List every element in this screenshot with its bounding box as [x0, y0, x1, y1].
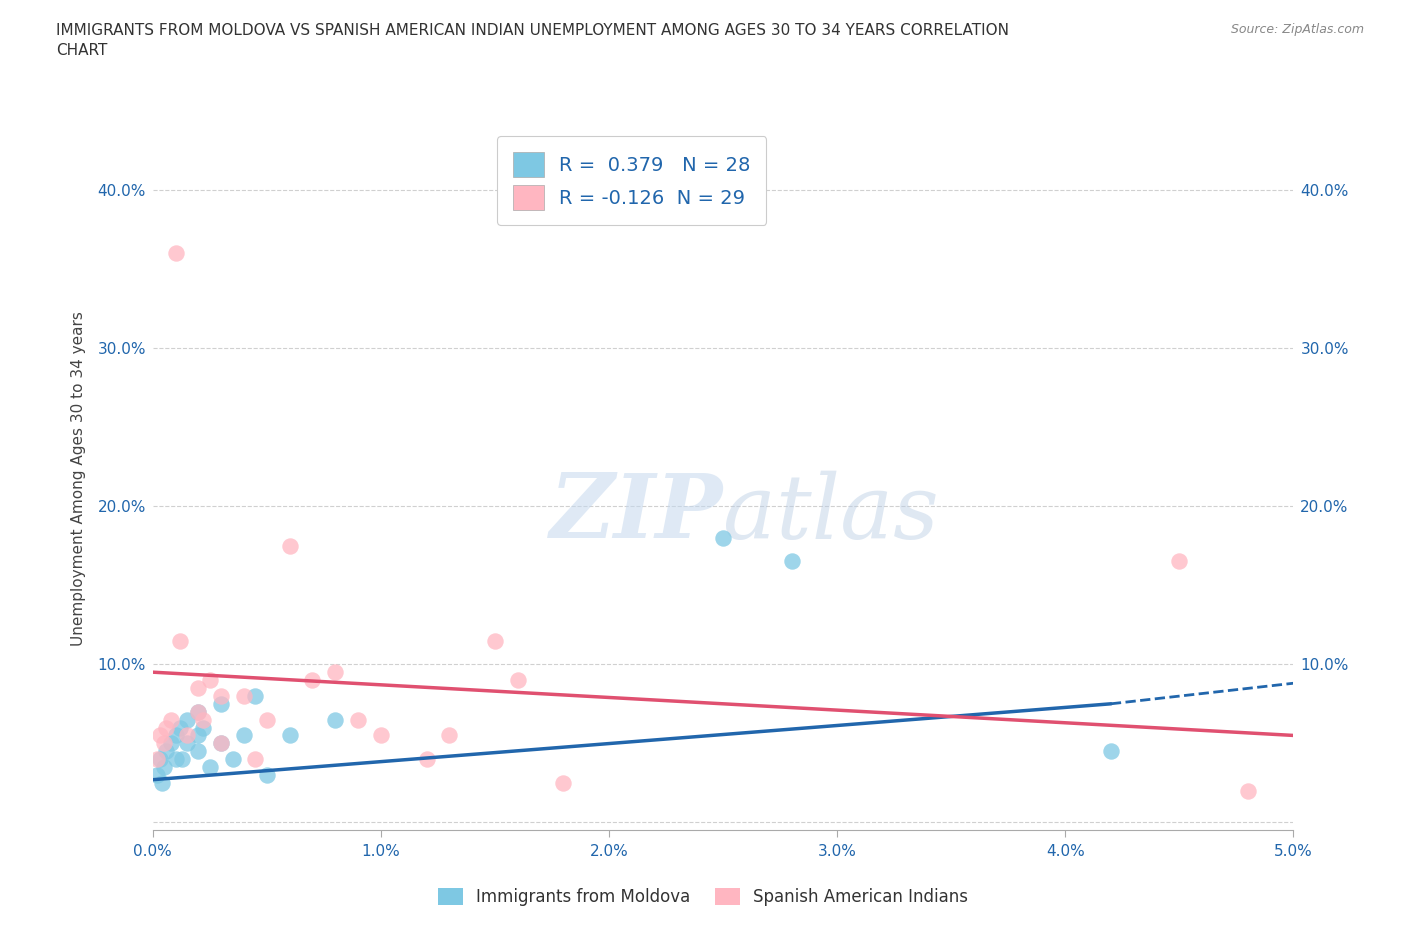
Point	[169, 633, 191, 648]
Point	[160, 712, 183, 727]
Point	[323, 712, 346, 727]
Point	[415, 751, 437, 766]
Point	[301, 672, 323, 687]
Point	[155, 720, 177, 735]
Legend: Immigrants from Moldova, Spanish American Indians: Immigrants from Moldova, Spanish America…	[430, 881, 976, 912]
Point	[1236, 783, 1258, 798]
Point	[169, 720, 191, 735]
Point	[191, 712, 214, 727]
Point	[209, 736, 232, 751]
Point	[155, 744, 177, 759]
Point	[187, 704, 209, 719]
Point	[370, 728, 392, 743]
Point	[233, 728, 256, 743]
Point	[146, 767, 169, 782]
Legend: R =  0.379   N = 28, R = -0.126  N = 29: R = 0.379 N = 28, R = -0.126 N = 29	[498, 137, 766, 225]
Point	[187, 744, 209, 759]
Point	[233, 688, 256, 703]
Point	[187, 728, 209, 743]
Point	[191, 720, 214, 735]
Point	[146, 751, 169, 766]
Point	[160, 736, 183, 751]
Point	[198, 760, 221, 775]
Point	[323, 665, 346, 680]
Point	[209, 697, 232, 711]
Point	[176, 736, 198, 751]
Point	[150, 776, 173, 790]
Point	[165, 246, 187, 260]
Point	[278, 538, 301, 553]
Point	[209, 688, 232, 703]
Point	[711, 530, 734, 545]
Point	[209, 736, 232, 751]
Point	[153, 760, 176, 775]
Point	[245, 751, 267, 766]
Point	[1168, 554, 1191, 569]
Y-axis label: Unemployment Among Ages 30 to 34 years: Unemployment Among Ages 30 to 34 years	[72, 311, 86, 646]
Point	[439, 728, 461, 743]
Point	[245, 688, 267, 703]
Point	[172, 751, 194, 766]
Point	[176, 712, 198, 727]
Text: ZIP: ZIP	[550, 471, 723, 557]
Text: atlas: atlas	[723, 471, 939, 557]
Point	[1099, 744, 1122, 759]
Point	[153, 736, 176, 751]
Point	[256, 712, 278, 727]
Point	[187, 704, 209, 719]
Point	[278, 728, 301, 743]
Point	[198, 672, 221, 687]
Point	[221, 751, 243, 766]
Text: IMMIGRANTS FROM MOLDOVA VS SPANISH AMERICAN INDIAN UNEMPLOYMENT AMONG AGES 30 TO: IMMIGRANTS FROM MOLDOVA VS SPANISH AMERI…	[56, 23, 1010, 58]
Point	[780, 554, 803, 569]
Point	[484, 633, 506, 648]
Point	[149, 728, 172, 743]
Point	[187, 681, 209, 696]
Point	[165, 751, 187, 766]
Point	[176, 728, 198, 743]
Point	[553, 776, 575, 790]
Point	[165, 728, 187, 743]
Text: Source: ZipAtlas.com: Source: ZipAtlas.com	[1230, 23, 1364, 36]
Point	[149, 751, 172, 766]
Point	[347, 712, 370, 727]
Point	[506, 672, 529, 687]
Point	[256, 767, 278, 782]
